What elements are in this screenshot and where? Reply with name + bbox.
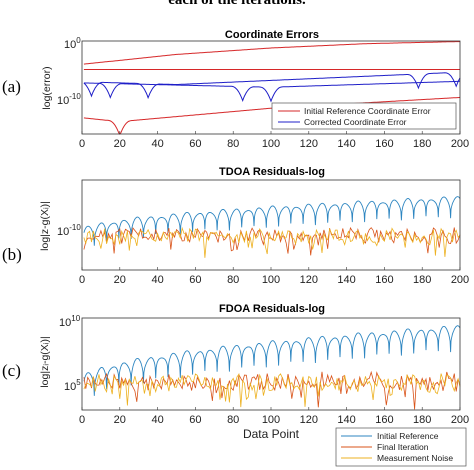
series-line <box>83 80 460 103</box>
x-tick-label: 160 <box>375 274 393 286</box>
x-tick-label: 160 <box>375 138 393 150</box>
x-axis-ticks: 0 20 40 60 80 100 120 140 160 180 200 <box>79 407 469 426</box>
legend-entry: Final Iteration <box>377 442 429 452</box>
y-axis-label: log|zᵢ-g(Xᵢ)| <box>39 336 51 387</box>
y-axis-label: log(error) <box>41 66 53 109</box>
series-line <box>83 72 461 100</box>
panel-label-b: (b) <box>2 245 22 264</box>
x-tick-label: 180 <box>413 414 431 426</box>
axes-box <box>81 317 461 411</box>
y-tick-label: 100 <box>64 36 81 51</box>
series-line <box>83 370 461 410</box>
x-tick-label: 200 <box>451 274 469 286</box>
x-tick-label: 120 <box>300 138 318 150</box>
series-line <box>83 196 461 246</box>
y-tick-label: 10-10 <box>57 223 81 238</box>
x-tick-label: 60 <box>189 414 201 426</box>
legend-entry: Measurement Noise <box>377 453 453 463</box>
legend-entry: Initial Reference <box>377 431 439 441</box>
x-tick-label: 20 <box>114 274 126 286</box>
x-tick-label: 80 <box>227 274 239 286</box>
legend-box <box>271 102 457 130</box>
x-tick-label: 20 <box>114 414 126 426</box>
x-tick-label: 120 <box>300 414 318 426</box>
series-line <box>83 325 461 396</box>
series-line <box>83 226 461 258</box>
x-tick-label: 200 <box>451 414 469 426</box>
x-tick-label: 140 <box>337 414 355 426</box>
x-tick-label: 100 <box>262 274 280 286</box>
legend: Initial Reference Final Iteration Measur… <box>335 427 467 467</box>
x-tick-label: 20 <box>114 138 126 150</box>
x-tick-label: 200 <box>451 138 469 150</box>
x-tick-label: 100 <box>262 414 280 426</box>
y-axis-ticks: 100 10-10 <box>57 36 81 107</box>
panel-label-a: (a) <box>2 77 21 96</box>
x-tick-label: 180 <box>413 274 431 286</box>
x-tick-label: 140 <box>337 138 355 150</box>
y-tick-label: 1010 <box>59 314 81 329</box>
plot-area <box>83 196 461 258</box>
x-tick-label: 40 <box>151 414 163 426</box>
y-tick-label: 105 <box>64 378 81 393</box>
x-tick-label: 60 <box>189 138 201 150</box>
chart-coordinate-errors: Coordinate Errors 0 20 40 60 80 100 120 140 160 1… <box>41 29 469 150</box>
x-tick-label: 0 <box>79 274 85 286</box>
series-line <box>83 41 461 65</box>
series-line <box>83 373 461 408</box>
x-tick-label: 40 <box>151 274 163 286</box>
x-tick-label: 180 <box>413 138 431 150</box>
chart-title: Coordinate Errors <box>225 29 319 41</box>
x-tick-label: 140 <box>337 274 355 286</box>
x-tick-label: 60 <box>189 274 201 286</box>
x-tick-label: 120 <box>300 274 318 286</box>
plot-area <box>83 325 461 410</box>
legend: Initial Reference Coordinate Error Corre… <box>271 102 457 130</box>
x-axis-label: Data Point <box>243 427 300 441</box>
x-axis-ticks: 0 20 40 60 80 100 120 140 160 180 200 <box>79 131 469 150</box>
x-tick-label: 0 <box>79 138 85 150</box>
panel-label-c: (c) <box>2 361 21 380</box>
axes-box <box>81 179 461 271</box>
chart-tdoa-residuals: TDOA Residuals-log 0 20 40 60 80 100 120 140 160… <box>39 166 469 286</box>
chart-fdoa-residuals: FDOA Residuals-log 0 20 40 60 80 100 120 140 160… <box>39 303 469 467</box>
chart-title: FDOA Residuals-log <box>219 303 325 315</box>
x-axis-ticks: 0 20 40 60 80 100 120 140 160 180 200 <box>79 267 469 286</box>
chart-title: TDOA Residuals-log <box>219 166 325 178</box>
x-tick-label: 160 <box>375 414 393 426</box>
x-tick-label: 100 <box>262 138 280 150</box>
x-tick-label: 40 <box>151 138 163 150</box>
y-tick-label: 10-10 <box>57 92 81 107</box>
legend-entry: Corrected Coordinate Error <box>304 117 407 127</box>
x-tick-label: 80 <box>227 414 239 426</box>
y-axis-ticks: 1010 105 <box>59 314 81 393</box>
y-axis-ticks: 10-10 <box>57 223 81 238</box>
legend-entry: Initial Reference Coordinate Error <box>304 106 431 116</box>
x-tick-label: 0 <box>79 414 85 426</box>
y-axis-label: log|z-g(Xᵢ)| <box>39 201 51 251</box>
figure-caption-fragment: each of the iterations. <box>168 0 306 8</box>
x-tick-label: 80 <box>227 138 239 150</box>
